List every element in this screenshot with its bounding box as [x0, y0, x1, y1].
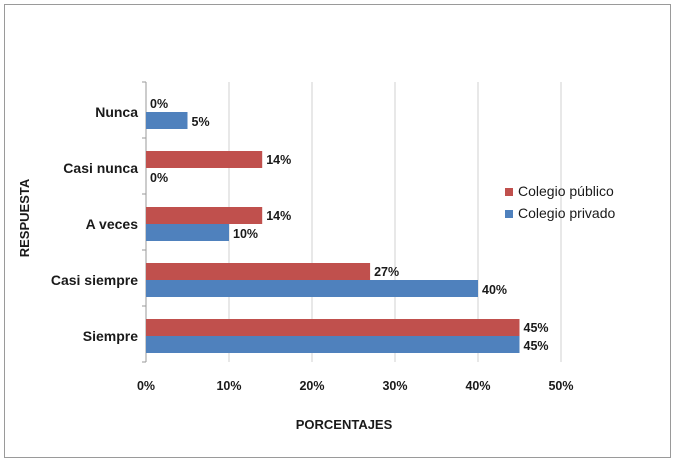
data-label-colegio-privado: 5% — [192, 115, 210, 129]
data-label-colegio-privado: 0% — [150, 171, 168, 185]
data-label-colegio-publico: 14% — [266, 153, 291, 167]
bar-colegio-publico — [146, 151, 263, 168]
bar-colegio-publico — [146, 319, 520, 336]
y-axis-title: RESPUESTA — [17, 178, 32, 257]
category-label: Casi siempre — [51, 272, 138, 288]
data-label-colegio-privado: 45% — [524, 339, 549, 353]
category-label: Casi nunca — [63, 160, 138, 176]
bar-colegio-publico — [146, 263, 371, 280]
data-label-colegio-privado: 10% — [233, 227, 258, 241]
category-label: Siempre — [83, 328, 138, 344]
legend-label: Colegio privado — [518, 205, 615, 221]
legend-label: Colegio público — [518, 183, 614, 199]
legend-swatch — [505, 210, 513, 218]
category-label: A veces — [86, 216, 139, 232]
bar-colegio-privado — [146, 280, 478, 297]
bar-colegio-privado — [146, 336, 520, 353]
x-tick-label: 20% — [299, 379, 324, 393]
x-tick-label: 10% — [216, 379, 241, 393]
bar-colegio-publico — [146, 207, 263, 224]
data-label-colegio-publico: 14% — [266, 209, 291, 223]
category-label: Nunca — [95, 104, 138, 120]
data-label-colegio-publico: 27% — [374, 265, 399, 279]
bar-colegio-privado — [146, 112, 188, 129]
legend-swatch — [505, 188, 513, 196]
x-tick-label: 30% — [382, 379, 407, 393]
bar-colegio-privado — [146, 224, 229, 241]
x-tick-label: 50% — [548, 379, 573, 393]
x-axis-title: PORCENTAJES — [296, 417, 393, 432]
chart-frame — [4, 4, 671, 458]
x-tick-label: 40% — [465, 379, 490, 393]
data-label-colegio-privado: 40% — [482, 283, 507, 297]
data-label-colegio-publico: 45% — [524, 321, 549, 335]
x-tick-label: 0% — [137, 379, 155, 393]
data-label-colegio-publico: 0% — [150, 97, 168, 111]
